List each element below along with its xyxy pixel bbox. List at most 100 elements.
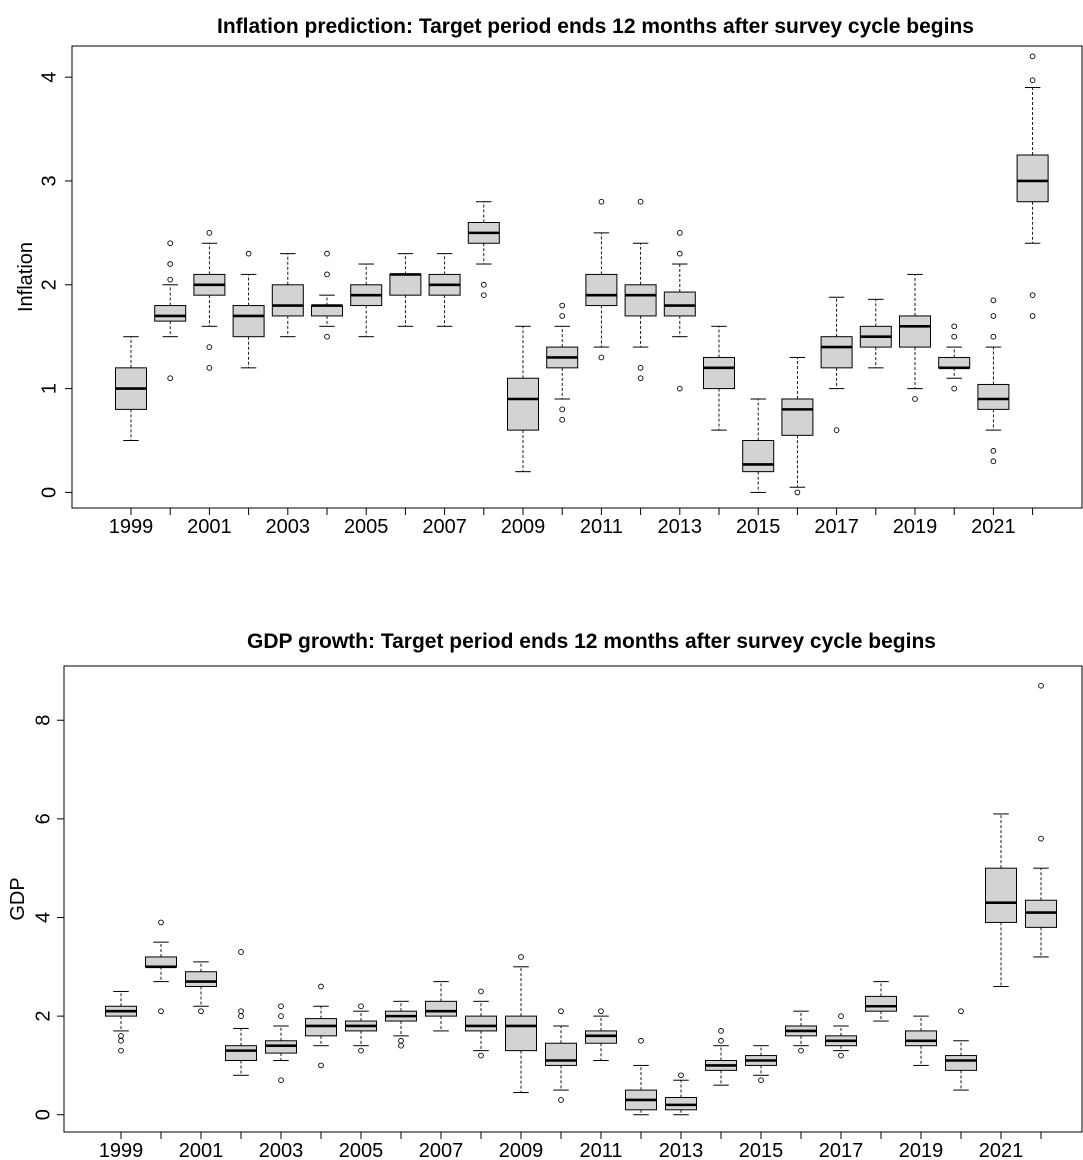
box-2004 <box>311 250 343 340</box>
box-2016 <box>781 356 814 496</box>
gdp-chart: GDP growth: Target period ends 12 months… <box>7 630 1083 1160</box>
x-tick-label: 2001 <box>187 516 232 538</box>
y-tick-label: 0 <box>38 487 60 498</box>
box-2006 <box>385 1000 417 1049</box>
outlier-point <box>758 1077 764 1084</box>
outlier-point <box>637 364 644 371</box>
x-tick-label: 1999 <box>109 516 154 538</box>
box-2000 <box>154 240 187 382</box>
outlier-point <box>358 1047 364 1054</box>
outlier-point <box>559 313 566 319</box>
box-2013 <box>665 1072 697 1116</box>
outlier-point <box>1029 53 1036 60</box>
outlier-point <box>238 1013 244 1019</box>
iqr-box <box>271 284 304 317</box>
box-2014 <box>703 325 735 431</box>
outlier-point <box>245 250 252 257</box>
gdp-chart-panel: GDP growth: Target period ends 12 months… <box>0 620 1083 1160</box>
y-tick-label: 6 <box>32 813 54 824</box>
iqr-box <box>865 995 897 1012</box>
outlier-point <box>1038 682 1044 689</box>
box-2003 <box>265 1003 297 1084</box>
iqr-box <box>185 971 217 988</box>
outlier-point <box>167 375 174 382</box>
box-2012 <box>624 198 657 382</box>
outlier-point <box>558 1008 564 1015</box>
y-tick-label: 4 <box>32 912 54 923</box>
x-tick-label: 2009 <box>499 1140 544 1160</box>
x-tick-label: 2011 <box>579 1140 622 1160</box>
iqr-box <box>225 1045 257 1061</box>
inflation-chart: Inflation prediction: Target period ends… <box>15 15 1083 538</box>
outlier-point <box>559 302 566 309</box>
outlier-point <box>838 1052 844 1059</box>
outlier-point <box>118 1047 124 1054</box>
x-tick-label: 2017 <box>814 516 859 538</box>
iqr-box <box>899 315 931 348</box>
x-tick-label: 2003 <box>259 1140 304 1160</box>
iqr-box <box>1016 154 1049 203</box>
box-2010 <box>546 302 579 423</box>
box-2008 <box>465 988 497 1059</box>
box-2008 <box>467 201 500 299</box>
plot-frame <box>63 665 1083 1133</box>
chart-title: Inflation prediction: Target period ends… <box>217 15 974 38</box>
outlier-point <box>598 198 605 205</box>
box-2021 <box>985 813 1017 988</box>
iqr-box <box>663 291 696 317</box>
outlier-point <box>638 1037 644 1044</box>
y-axis-label: GDP <box>7 877 29 920</box>
box-2016 <box>785 1010 817 1054</box>
box-2022 <box>1025 682 1057 958</box>
outlier-point <box>118 1037 124 1044</box>
outlier-point <box>206 344 213 350</box>
outlier-point <box>951 323 958 330</box>
outlier-point <box>1029 77 1036 84</box>
box-2014 <box>705 1028 737 1086</box>
iqr-box <box>545 1042 577 1066</box>
box-2001 <box>193 230 226 371</box>
outlier-point <box>398 1037 404 1044</box>
outlier-point <box>318 1062 324 1069</box>
box-2013 <box>663 230 696 392</box>
iqr-box <box>945 1055 977 1071</box>
outlier-point <box>167 276 174 283</box>
outlier-point <box>676 230 683 236</box>
x-tick-label: 2007 <box>422 516 467 538</box>
box-2018 <box>859 298 892 369</box>
outlier-point <box>637 198 644 205</box>
outlier-point <box>676 250 683 257</box>
outlier-point <box>278 1077 284 1084</box>
x-tick-label: 2007 <box>419 1140 464 1160</box>
box-2007 <box>425 981 457 1032</box>
outlier-point <box>167 240 174 247</box>
outlier-point <box>990 333 997 340</box>
outlier-point <box>158 919 164 926</box>
box-2001 <box>185 961 217 1015</box>
plot-frame <box>71 45 1083 509</box>
box-2015 <box>742 398 775 493</box>
iqr-box <box>154 305 187 322</box>
outlier-point <box>598 1008 604 1015</box>
y-axis-label: Inflation <box>15 242 37 312</box>
box-2006 <box>389 253 422 327</box>
box-2019 <box>899 273 931 402</box>
x-tick-label: 2009 <box>501 516 546 538</box>
x-tick-label: 2013 <box>659 1140 704 1160</box>
outlier-point <box>598 354 605 361</box>
iqr-box <box>820 336 853 369</box>
outlier-point <box>558 1097 564 1103</box>
outlier-point <box>912 396 918 402</box>
iqr-box <box>389 273 422 296</box>
outlier-point <box>324 333 330 340</box>
x-tick-label: 2015 <box>736 516 781 538</box>
x-tick-label: 2015 <box>739 1140 784 1160</box>
iqr-box <box>905 1030 937 1047</box>
iqr-box <box>585 273 618 307</box>
iqr-box <box>742 440 775 473</box>
iqr-box <box>425 1000 457 1017</box>
box-2010 <box>545 1008 577 1103</box>
x-tick-label: 2013 <box>658 516 703 538</box>
box-2021 <box>977 297 1010 465</box>
outlier-point <box>398 1042 404 1049</box>
